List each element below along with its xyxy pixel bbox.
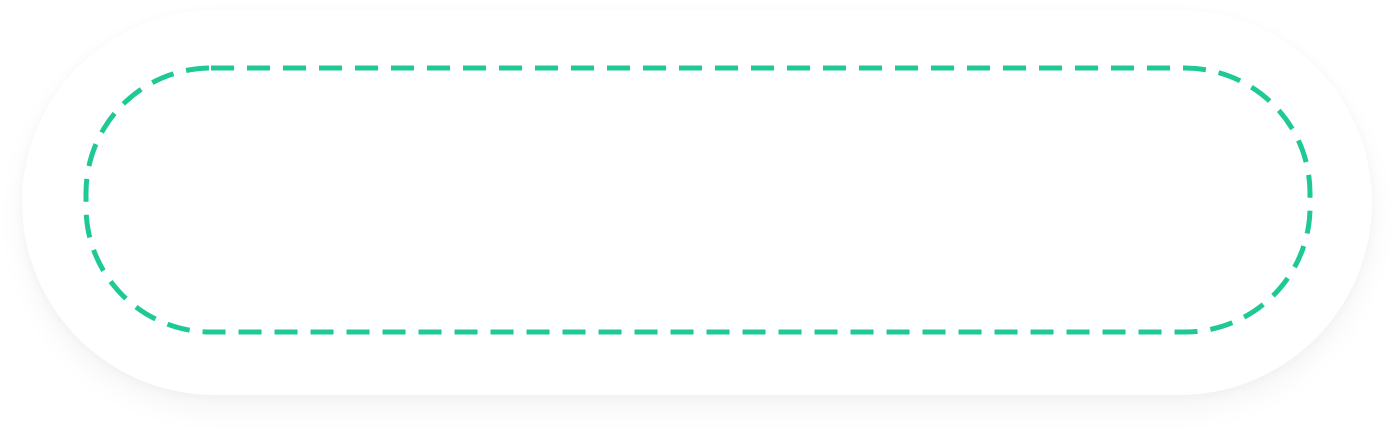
- dropzone-dashed-border[interactable]: [83, 65, 1313, 335]
